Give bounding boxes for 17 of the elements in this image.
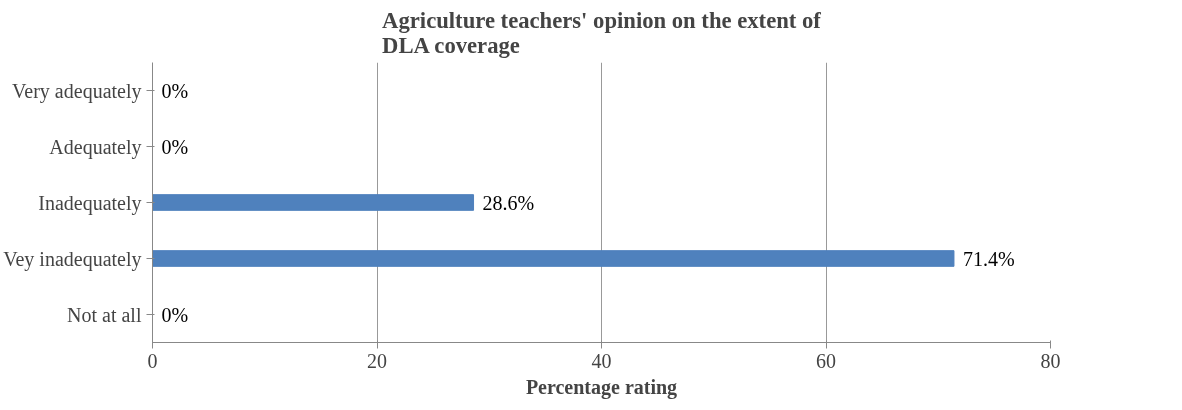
- y-tick-label: Inadequately: [38, 191, 142, 215]
- data-label: 28.6%: [482, 191, 535, 214]
- y-tick-label: Adequately: [49, 135, 142, 159]
- x-tick-label: 60: [816, 349, 836, 372]
- data-label: 0%: [161, 303, 189, 326]
- y-tick-label: Very adequately: [12, 79, 142, 103]
- data-label: 0%: [161, 79, 189, 102]
- data-label: 71.4%: [962, 247, 1015, 270]
- chart-title: Agriculture teachers' opinion on the extent of DLA coverage: [382, 7, 822, 58]
- x-tick-label: 80: [1040, 349, 1061, 372]
- x-tick-label: 0: [147, 349, 158, 372]
- x-tick-label: 40: [591, 349, 612, 372]
- data-label: 0%: [161, 135, 189, 158]
- y-tick-label: Vey inadequately: [3, 247, 142, 271]
- y-tick-label: Not at all: [67, 303, 142, 326]
- x-axis-title: Percentage rating: [525, 375, 678, 399]
- x-tick-label: 20: [367, 349, 387, 372]
